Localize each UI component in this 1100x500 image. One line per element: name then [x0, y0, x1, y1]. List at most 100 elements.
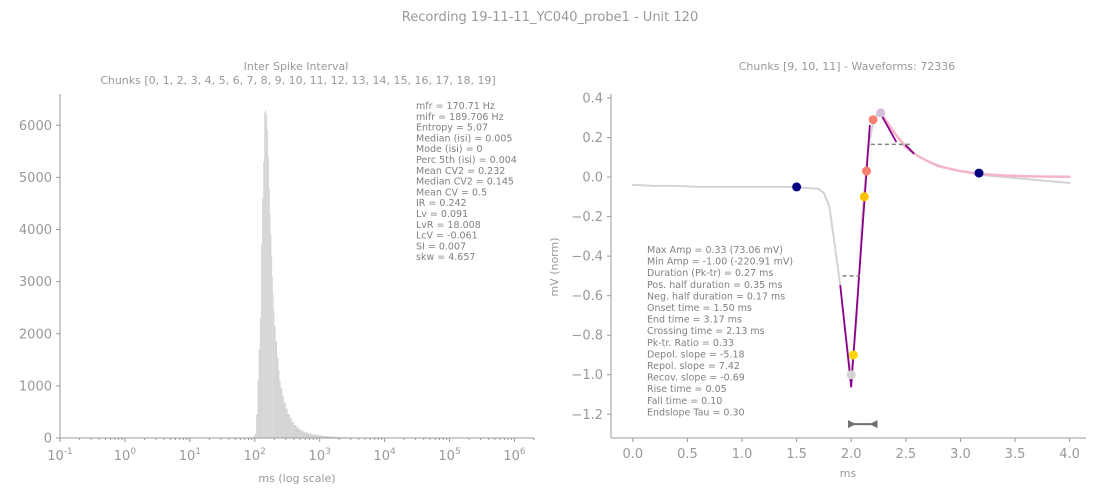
duration-arrow-right-icon	[869, 420, 878, 429]
isi-bar	[311, 434, 316, 438]
isi-bar	[259, 318, 262, 438]
waveform-stat-line: Pos. half duration = 0.35 ms	[647, 280, 782, 291]
waveform-x-tick-label: 0.5	[677, 447, 698, 462]
waveform-series-line	[839, 284, 853, 388]
waveform-xlabel: ms	[840, 467, 857, 480]
waveform-panel: Chunks [9, 10, 11] - Waveforms: 72336 0.…	[548, 60, 1086, 480]
waveform-x-tick-label: 2.0	[841, 447, 862, 462]
waveform-x-tick-label: 1.5	[786, 447, 807, 462]
waveform-stat-line: Neg. half duration = 0.17 ms	[647, 291, 785, 302]
isi-y-tick-label: 1000	[19, 379, 52, 394]
isi-bar	[278, 370, 280, 438]
duration-arrow-left-icon	[847, 420, 856, 429]
isi-bar	[275, 341, 277, 438]
isi-subtitle: Chunks [0, 1, 2, 3, 4, 5, 6, 7, 8, 9, 10…	[100, 74, 496, 87]
isi-bar	[253, 436, 255, 438]
isi-stat-line: skw = 4.657	[416, 252, 475, 263]
isi-bar	[265, 109, 267, 439]
waveform-marker-point	[876, 108, 886, 118]
isi-bar	[282, 396, 284, 438]
waveform-series-line	[904, 144, 915, 155]
isi-bar	[269, 213, 271, 438]
waveform-marker-point	[868, 115, 878, 125]
waveform-x-tick-label: 3.0	[950, 447, 971, 462]
waveform-stat-line: Pk-tr. Ratio = 0.33	[647, 338, 734, 349]
isi-bar	[315, 434, 320, 438]
isi-y-tick-label: 5000	[19, 171, 52, 186]
isi-y-tick-label: 3000	[19, 275, 52, 290]
isi-bar	[257, 380, 259, 438]
isi-bar	[301, 431, 305, 438]
isi-stat-line: IR = 0.242	[416, 198, 467, 209]
waveform-y-tick-label: −0.6	[571, 289, 603, 304]
isi-x-tick-label: 106	[503, 447, 526, 464]
waveform-stat-line: Min Amp = -1.00 (-220.91 mV)	[647, 257, 793, 268]
waveform-series-line	[879, 112, 897, 143]
waveform-marker-point	[792, 182, 802, 192]
isi-x-tick-label: 102	[244, 447, 266, 464]
waveform-stat-line: Depol. slope = -5.18	[647, 349, 745, 360]
waveform-stat-line: Recov. slope = -0.69	[647, 373, 745, 384]
isi-bar	[280, 388, 283, 438]
isi-stat-line: Perc 5th (isi) = 0.004	[416, 155, 517, 166]
waveform-marker-point	[859, 192, 869, 202]
waveform-stats-box: Max Amp = 0.33 (73.06 mV)Min Amp = -1.00…	[647, 245, 793, 418]
isi-y-tick-label: 0	[44, 432, 52, 447]
waveform-marker-point	[862, 166, 872, 176]
waveform-lines	[631, 110, 1071, 388]
isi-bar	[274, 325, 276, 438]
waveform-y-tick-label: 0.0	[582, 171, 603, 186]
isi-stat-line: Mean CV = 0.5	[416, 187, 487, 198]
waveform-y-tick-label: −0.4	[571, 250, 603, 265]
isi-y-tick-label: 6000	[19, 119, 52, 134]
waveform-y-tick-label: −0.8	[571, 329, 603, 344]
isi-y-tick-label: 4000	[19, 223, 52, 238]
isi-stat-line: Entropy = 5.07	[416, 123, 488, 134]
isi-bar	[279, 380, 281, 438]
isi-bar	[272, 294, 274, 438]
waveform-stat-line: Onset time = 1.50 ms	[647, 303, 752, 314]
waveform-y-tick-label: −0.2	[571, 210, 603, 225]
isi-bar	[267, 130, 269, 438]
waveform-series-line	[850, 124, 871, 388]
isi-stat-line: Median (isi) = 0.005	[416, 133, 512, 144]
waveform-series-line	[882, 116, 1071, 179]
isi-bar	[268, 187, 270, 438]
isi-stat-line: LvR = 18.008	[416, 220, 481, 231]
isi-bar	[296, 427, 299, 438]
isi-stat-line: Mean CV2 = 0.232	[416, 166, 505, 177]
isi-y-tick-label: 2000	[19, 327, 52, 342]
isi-x-tick-label: 104	[373, 447, 396, 464]
isi-bar	[266, 114, 268, 439]
isi-bar	[323, 436, 329, 438]
isi-bar	[276, 357, 279, 438]
isi-x-tick-label: 10-1	[47, 447, 73, 464]
isi-bar	[291, 421, 294, 438]
waveform-stat-line: Fall time = 0.10	[647, 396, 722, 407]
waveform-y-tick-label: −1.2	[571, 408, 603, 423]
isi-bar	[271, 255, 273, 438]
isi-bar	[273, 310, 275, 438]
waveform-ylabel: mV (norm)	[548, 237, 561, 296]
waveform-markers	[792, 108, 984, 429]
isi-stat-line: SI = 0.007	[416, 241, 466, 252]
isi-stat-line: Median CV2 = 0.145	[416, 177, 514, 188]
waveform-x-tick-label: 2.5	[895, 447, 916, 462]
isi-bar	[283, 402, 286, 438]
isi-axes: 0 1000 2000 3000 4000 5000 6000 10-1 100 101 102 10…	[19, 94, 535, 464]
isi-bar	[298, 429, 302, 438]
isi-x-tick-label: 103	[309, 447, 331, 464]
isi-x-tick-label: 101	[179, 447, 201, 464]
isi-bar	[293, 424, 297, 438]
waveform-stat-line: Duration (Pk-tr) = 0.27 ms	[647, 268, 773, 279]
waveform-stat-line: End time = 3.17 ms	[647, 315, 742, 326]
isi-bars	[253, 109, 378, 439]
isi-x-tick-label: 105	[438, 447, 460, 464]
waveform-x-tick-label: 1.0	[732, 447, 753, 462]
isi-x-tick-label: 100	[114, 447, 137, 464]
waveform-title: Chunks [9, 10, 11] - Waveforms: 72336	[739, 60, 955, 73]
figure-suptitle: Recording 19-11-11_YC040_probe1 - Unit 1…	[402, 10, 698, 25]
waveform-marker-point	[974, 168, 984, 178]
